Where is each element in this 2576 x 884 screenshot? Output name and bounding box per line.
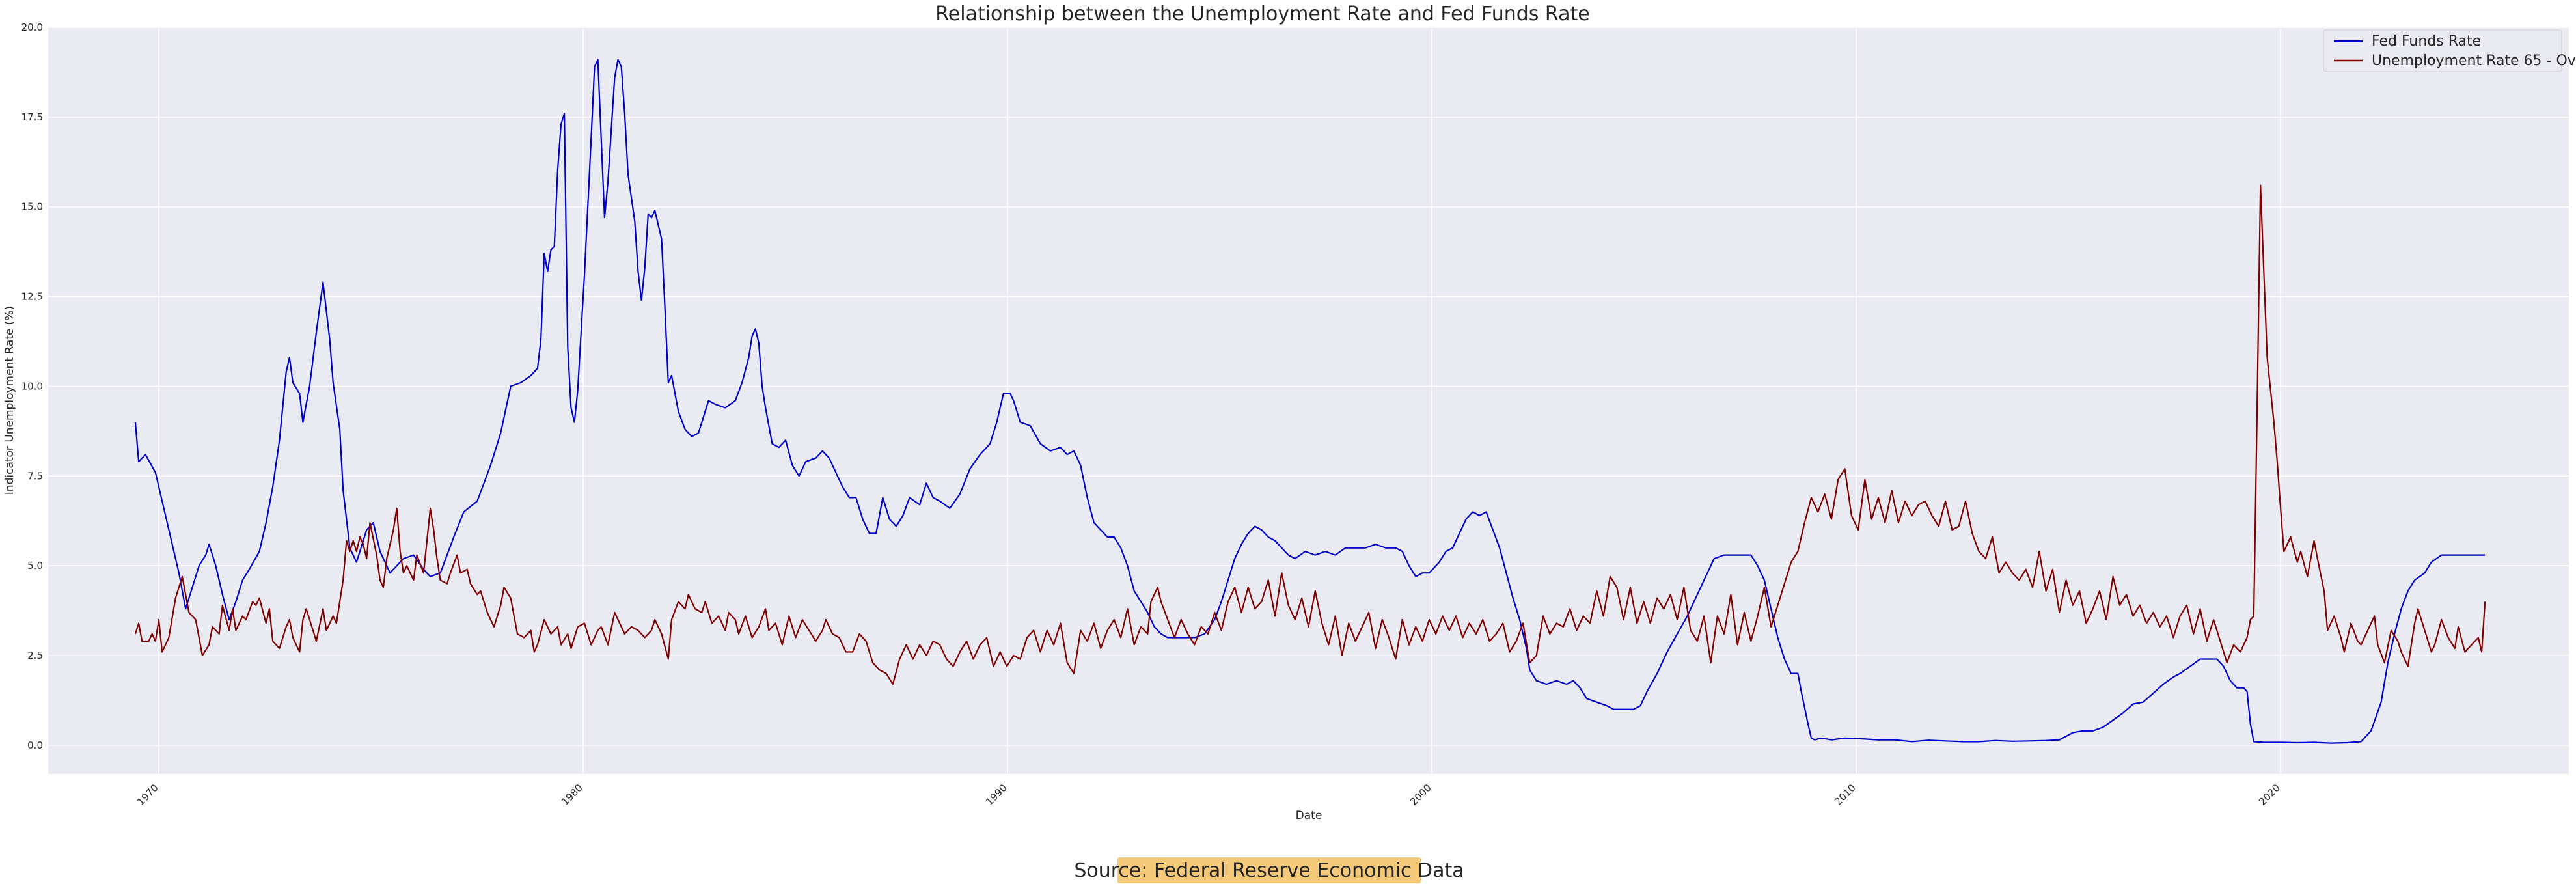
series-layer [134,59,2486,744]
x-tick-label: 2020 [2256,782,2282,808]
grid [48,27,2569,774]
legend-label-fed-funds: Fed Funds Rate [2372,33,2481,49]
x-tick-label: 2000 [1408,782,1434,808]
x-axis: 1970 1980 1990 2000 2010 2020 [135,782,2282,808]
legend-label-unemployment: Unemployment Rate 65 - OverY [2372,53,2576,69]
legend-box [2323,29,2562,72]
y-tick-label: 15.0 [21,201,43,213]
y-tick-label: 12.5 [21,291,43,303]
y-tick-label: 7.5 [27,470,43,482]
x-tick-label: 1980 [559,782,585,808]
legend: Fed Funds Rate Unemployment Rate 65 - Ov… [2323,29,2576,72]
y-tick-label: 17.5 [21,111,43,123]
y-axis-label: Indicator Unemployment Rate (%) [3,306,16,495]
y-tick-label: 0.0 [27,739,43,751]
y-tick-label: 2.5 [27,650,43,661]
y-tick-label: 10.0 [21,380,43,392]
x-tick-label: 1990 [983,782,1009,808]
series-line-fed-funds [134,59,2486,744]
y-tick-label: 20.0 [21,21,43,33]
series-line-unemployment [134,184,2486,685]
source-background [1117,857,1421,883]
x-tick-label: 1970 [135,782,161,808]
source-annotation: Source: Federal Reserve Economic Data [1074,857,1464,883]
x-tick-label: 2010 [1832,782,1858,808]
y-tick-label: 5.0 [27,560,43,572]
plot-area [48,27,2569,774]
x-axis-label: Date [1296,809,1322,822]
y-axis: 0.0 2.5 5.0 7.5 10.0 12.5 15.0 17.5 20.0 [21,21,43,751]
source-text: Source: Federal Reserve Economic Data [1074,859,1464,882]
chart-title: Relationship between the Unemployment Ra… [935,3,1589,25]
